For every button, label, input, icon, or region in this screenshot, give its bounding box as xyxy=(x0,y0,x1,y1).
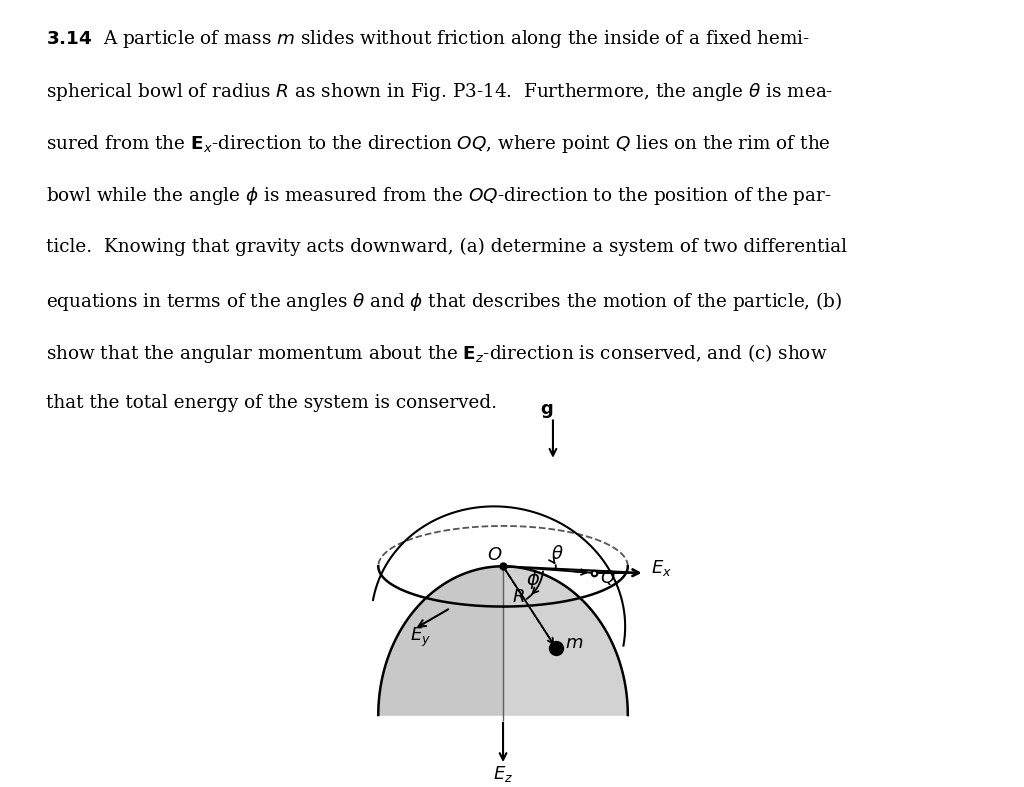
Text: $\mathbf{3.14}$  A particle of mass $m$ slides without friction along the inside: $\mathbf{3.14}$ A particle of mass $m$ s… xyxy=(46,28,810,50)
Text: spherical bowl of radius $R$ as shown in Fig. P3-14.  Furthermore, the angle $\t: spherical bowl of radius $R$ as shown in… xyxy=(46,81,834,103)
Text: $E_x$: $E_x$ xyxy=(651,558,672,578)
Text: $m$: $m$ xyxy=(565,634,584,652)
Text: $\theta$: $\theta$ xyxy=(551,545,563,563)
Polygon shape xyxy=(378,567,628,715)
Text: that the total energy of the system is conserved.: that the total energy of the system is c… xyxy=(46,394,497,412)
Text: ticle.  Knowing that gravity acts downward, (a) determine a system of two differ: ticle. Knowing that gravity acts downwar… xyxy=(46,238,847,256)
Text: $\mathbf{g}$: $\mathbf{g}$ xyxy=(540,401,553,419)
Polygon shape xyxy=(378,567,503,715)
Text: $O$: $O$ xyxy=(486,546,502,564)
Text: $R$: $R$ xyxy=(512,588,525,606)
Text: sured from the $\mathbf{E}_x$-direction to the direction $OQ$, where point $Q$ l: sured from the $\mathbf{E}_x$-direction … xyxy=(46,133,830,155)
Text: bowl while the angle $\phi$ is measured from the $OQ$-direction to the position : bowl while the angle $\phi$ is measured … xyxy=(46,185,831,207)
Text: $E_y$: $E_y$ xyxy=(411,626,431,648)
Text: $\phi$: $\phi$ xyxy=(526,567,541,591)
Text: $Q$: $Q$ xyxy=(600,567,615,586)
Text: equations in terms of the angles $\theta$ and $\phi$ that describes the motion o: equations in terms of the angles $\theta… xyxy=(46,290,843,313)
Text: show that the angular momentum about the $\mathbf{E}_z$-direction is conserved, : show that the angular momentum about the… xyxy=(46,342,827,365)
Text: $E_z$: $E_z$ xyxy=(494,764,514,785)
